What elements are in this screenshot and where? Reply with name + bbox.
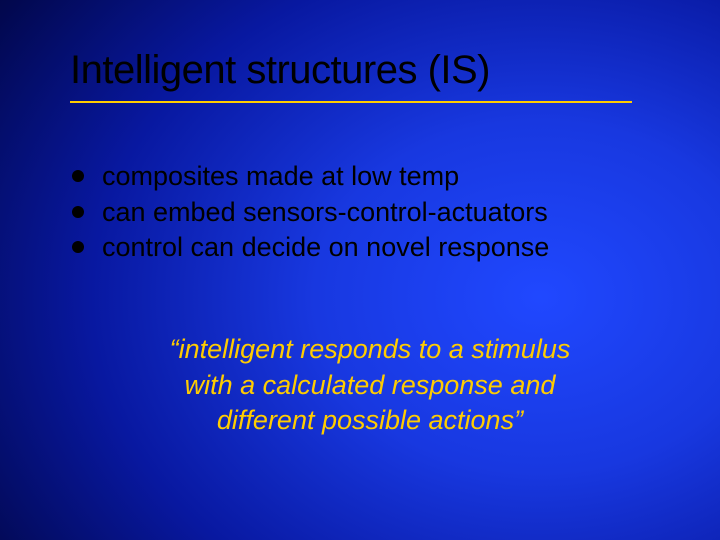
- bullet-item: can embed sensors-control-actuators: [72, 195, 672, 231]
- bullet-item: composites made at low temp: [72, 159, 672, 195]
- title-underline: [70, 101, 632, 103]
- bullet-list: composites made at low temp can embed se…: [72, 159, 672, 266]
- slide: Intelligent structures (IS) composites m…: [0, 0, 720, 540]
- bullet-item: control can decide on novel response: [72, 230, 672, 266]
- quote-line: with a calculated response and: [110, 368, 630, 404]
- quote-line: “intelligent responds to a stimulus: [110, 332, 630, 368]
- quote-block: “intelligent responds to a stimulus with…: [110, 332, 630, 439]
- quote-line: different possible actions”: [110, 403, 630, 439]
- slide-title: Intelligent structures (IS): [70, 48, 672, 93]
